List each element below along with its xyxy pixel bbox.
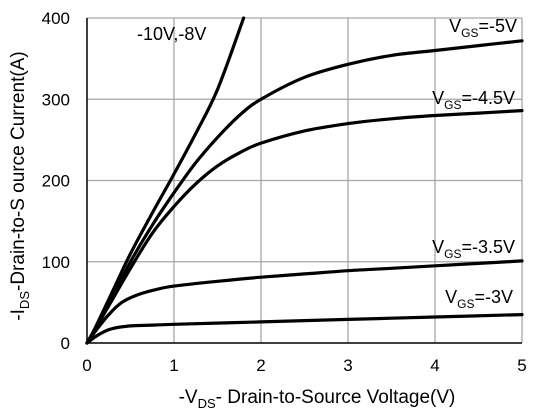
x-axis-label: -VDS- Drain-to-Source Voltage(V) (179, 387, 456, 411)
y-tick-label: 300 (42, 90, 70, 109)
axes (86, 18, 522, 344)
series-line-4 (85, 313, 524, 345)
x-tick-label: 1 (169, 356, 178, 375)
y-tick-label: 400 (42, 9, 70, 28)
series-label-0: -10V,-8V (137, 24, 206, 44)
y-tick-label: 0 (61, 334, 70, 353)
y-tick-label: 200 (42, 172, 70, 191)
series-label-2: VGS=-4.5V (432, 88, 515, 112)
y-tick-label: 100 (42, 253, 70, 272)
series-line-2 (85, 109, 524, 345)
x-tick-label: 3 (343, 356, 352, 375)
x-tick-label: 2 (256, 356, 265, 375)
series-label-4: VGS=-3V (445, 287, 513, 311)
series-label-1: VGS=-5V (449, 16, 517, 40)
x-tick-label: 4 (430, 356, 439, 375)
series-line-1 (85, 39, 524, 345)
grid (87, 17, 523, 343)
series-line-3 (85, 259, 524, 345)
x-tick-label: 5 (517, 356, 526, 375)
series-labels: -10V,-8V VGS=-5V VGS=-4.5V VGS=-3.5V VGS=-3V (137, 16, 517, 311)
series-lines (85, 16, 524, 345)
y-axis-label: -IDS-Drain-to-S ource Current(A) (8, 51, 32, 320)
x-tick-label: 0 (82, 356, 91, 375)
series-label-3: VGS=-3.5V (432, 237, 515, 261)
tick-labels: 0 1 2 3 4 5 0 100 200 300 400 (42, 9, 527, 375)
